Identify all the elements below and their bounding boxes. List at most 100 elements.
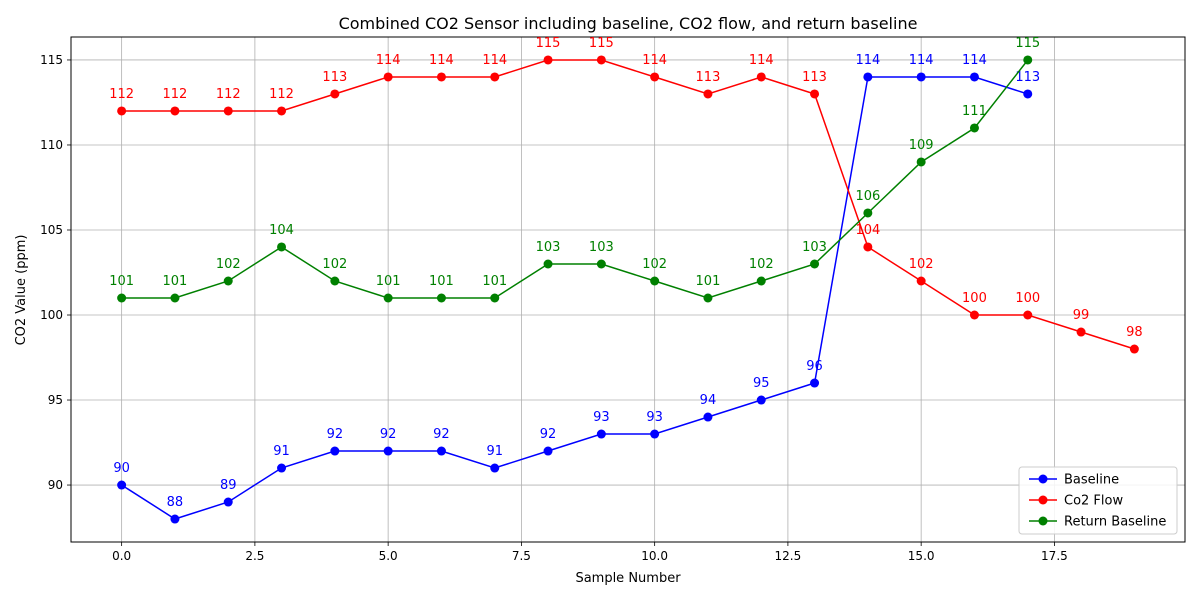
data-label: 103 [802, 240, 827, 255]
y-tick-label: 110 [40, 138, 63, 152]
data-point [436, 446, 446, 456]
y-tick-label: 100 [40, 308, 63, 322]
data-point [170, 106, 180, 116]
legend-marker [1038, 516, 1048, 526]
data-point [1129, 344, 1139, 354]
data-point [223, 497, 233, 507]
data-point [916, 157, 926, 167]
data-point [383, 72, 393, 82]
data-label: 101 [429, 274, 454, 289]
data-point [916, 72, 926, 82]
data-point [650, 72, 660, 82]
y-tick-label: 105 [40, 223, 63, 237]
data-point [490, 72, 500, 82]
data-point [383, 446, 393, 456]
legend-label: Co2 Flow [1064, 494, 1123, 509]
legend-item-return-baseline: Return Baseline [1029, 515, 1166, 530]
y-tick-label: 95 [48, 393, 63, 407]
data-point [756, 72, 766, 82]
data-point [277, 463, 287, 473]
series-layer: 90 88 89 91 92 92 92 91 92 93 93 94 95 96 114 114 114 113… [109, 36, 1143, 524]
data-point [596, 259, 606, 269]
x-tick-label: 2.5 [245, 549, 264, 563]
data-label: 101 [109, 274, 134, 289]
data-label: 114 [642, 53, 667, 68]
data-label: 91 [486, 444, 503, 459]
data-point [117, 293, 127, 303]
data-label: 103 [536, 240, 561, 255]
data-label: 106 [855, 189, 880, 204]
data-label: 94 [700, 393, 717, 408]
data-point [117, 480, 127, 490]
data-point [596, 429, 606, 439]
data-point [810, 89, 820, 99]
data-point [1023, 55, 1033, 65]
data-point [543, 55, 553, 65]
data-label: 115 [1015, 36, 1040, 51]
data-label: 100 [1015, 291, 1040, 306]
data-point [223, 276, 233, 286]
data-label: 95 [753, 376, 770, 391]
y-axis-label: CO2 Value (ppm) [14, 235, 29, 346]
y-tick-label: 90 [48, 478, 63, 492]
data-point [596, 55, 606, 65]
data-label: 104 [269, 223, 294, 238]
data-point [1023, 89, 1033, 99]
x-tick-label: 10.0 [641, 549, 668, 563]
x-tick-label: 5.0 [379, 549, 398, 563]
data-label: 102 [749, 257, 774, 272]
legend-item-baseline: Baseline [1029, 473, 1119, 488]
data-point [117, 106, 127, 116]
data-label: 111 [962, 104, 987, 119]
data-point [490, 293, 500, 303]
data-point [330, 89, 340, 99]
legend-marker [1038, 495, 1048, 505]
data-label: 114 [482, 53, 507, 68]
x-tick-label: 0.0 [112, 549, 131, 563]
data-label: 112 [109, 87, 134, 102]
legend-marker [1038, 474, 1048, 484]
data-label: 102 [322, 257, 347, 272]
data-label: 93 [646, 410, 663, 425]
data-point [543, 446, 553, 456]
x-axis-label: Sample Number [575, 571, 681, 586]
data-point [170, 514, 180, 524]
data-label: 92 [540, 427, 557, 442]
data-label: 113 [1015, 70, 1040, 85]
data-label: 101 [482, 274, 507, 289]
y-axis: 90 95 100 105 110 115 [40, 53, 71, 492]
data-label: 114 [909, 53, 934, 68]
data-label: 114 [749, 53, 774, 68]
data-label: 113 [802, 70, 827, 85]
data-point [969, 123, 979, 133]
x-axis: 0.0 2.5 5.0 7.5 10.0 12.5 15.0 17.5 [112, 542, 1068, 563]
data-point [863, 72, 873, 82]
data-point [703, 293, 713, 303]
x-tick-label: 12.5 [775, 549, 802, 563]
series-line-baseline [121, 76, 1029, 520]
data-point [810, 378, 820, 388]
data-label: 113 [322, 70, 347, 85]
series-line-co2-flow [121, 59, 1135, 350]
plot-area-frame [70, 36, 1186, 543]
data-point [170, 293, 180, 303]
data-label: 98 [1126, 325, 1143, 340]
legend-box [1018, 466, 1178, 535]
legend-label: Baseline [1064, 473, 1119, 488]
y-tick-label: 115 [40, 53, 63, 67]
data-point [223, 106, 233, 116]
data-point [863, 242, 873, 252]
data-point [969, 72, 979, 82]
data-point [650, 276, 660, 286]
data-point [916, 276, 926, 286]
data-point [436, 72, 446, 82]
data-label: 114 [429, 53, 454, 68]
data-point [277, 106, 287, 116]
data-point [703, 412, 713, 422]
data-point [863, 208, 873, 218]
data-label: 99 [1073, 308, 1090, 323]
data-label: 112 [163, 87, 188, 102]
data-label: 93 [593, 410, 610, 425]
x-tick-label: 17.5 [1041, 549, 1068, 563]
